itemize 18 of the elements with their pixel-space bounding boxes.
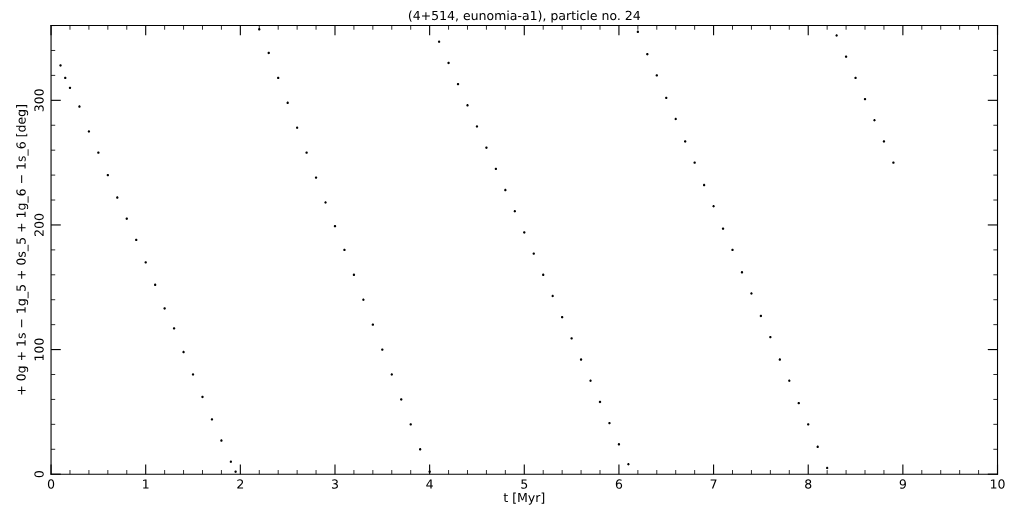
y-tick-label: 100 bbox=[34, 338, 44, 361]
x-tick-label: 2 bbox=[237, 479, 244, 489]
x-tick-label: 0 bbox=[47, 479, 55, 489]
y-axis-title: + 0g + 1s − 1g_5 + 0s_5 + 1g_6 − 1s_6 [deg] bbox=[16, 105, 29, 395]
x-tick-label: 9 bbox=[899, 479, 906, 489]
y-tick-label: 300 bbox=[34, 89, 44, 112]
x-tick-label: 4 bbox=[426, 479, 433, 489]
x-tick-label: 6 bbox=[615, 479, 623, 489]
x-tick-label: 10 bbox=[990, 479, 1005, 489]
x-tick-label: 5 bbox=[521, 479, 528, 489]
x-tick-label: 1 bbox=[143, 479, 149, 489]
x-axis-title: t [Myr] bbox=[503, 492, 545, 505]
y-tick-label: 200 bbox=[34, 213, 44, 236]
y-tick-label: 0 bbox=[34, 471, 44, 478]
x-tick-label: 3 bbox=[331, 479, 338, 489]
chart-title: (4+514, eunomia-a1), particle no. 24 bbox=[408, 10, 641, 23]
x-tick-label: 7 bbox=[710, 479, 717, 489]
x-tick-label: 8 bbox=[805, 479, 812, 489]
